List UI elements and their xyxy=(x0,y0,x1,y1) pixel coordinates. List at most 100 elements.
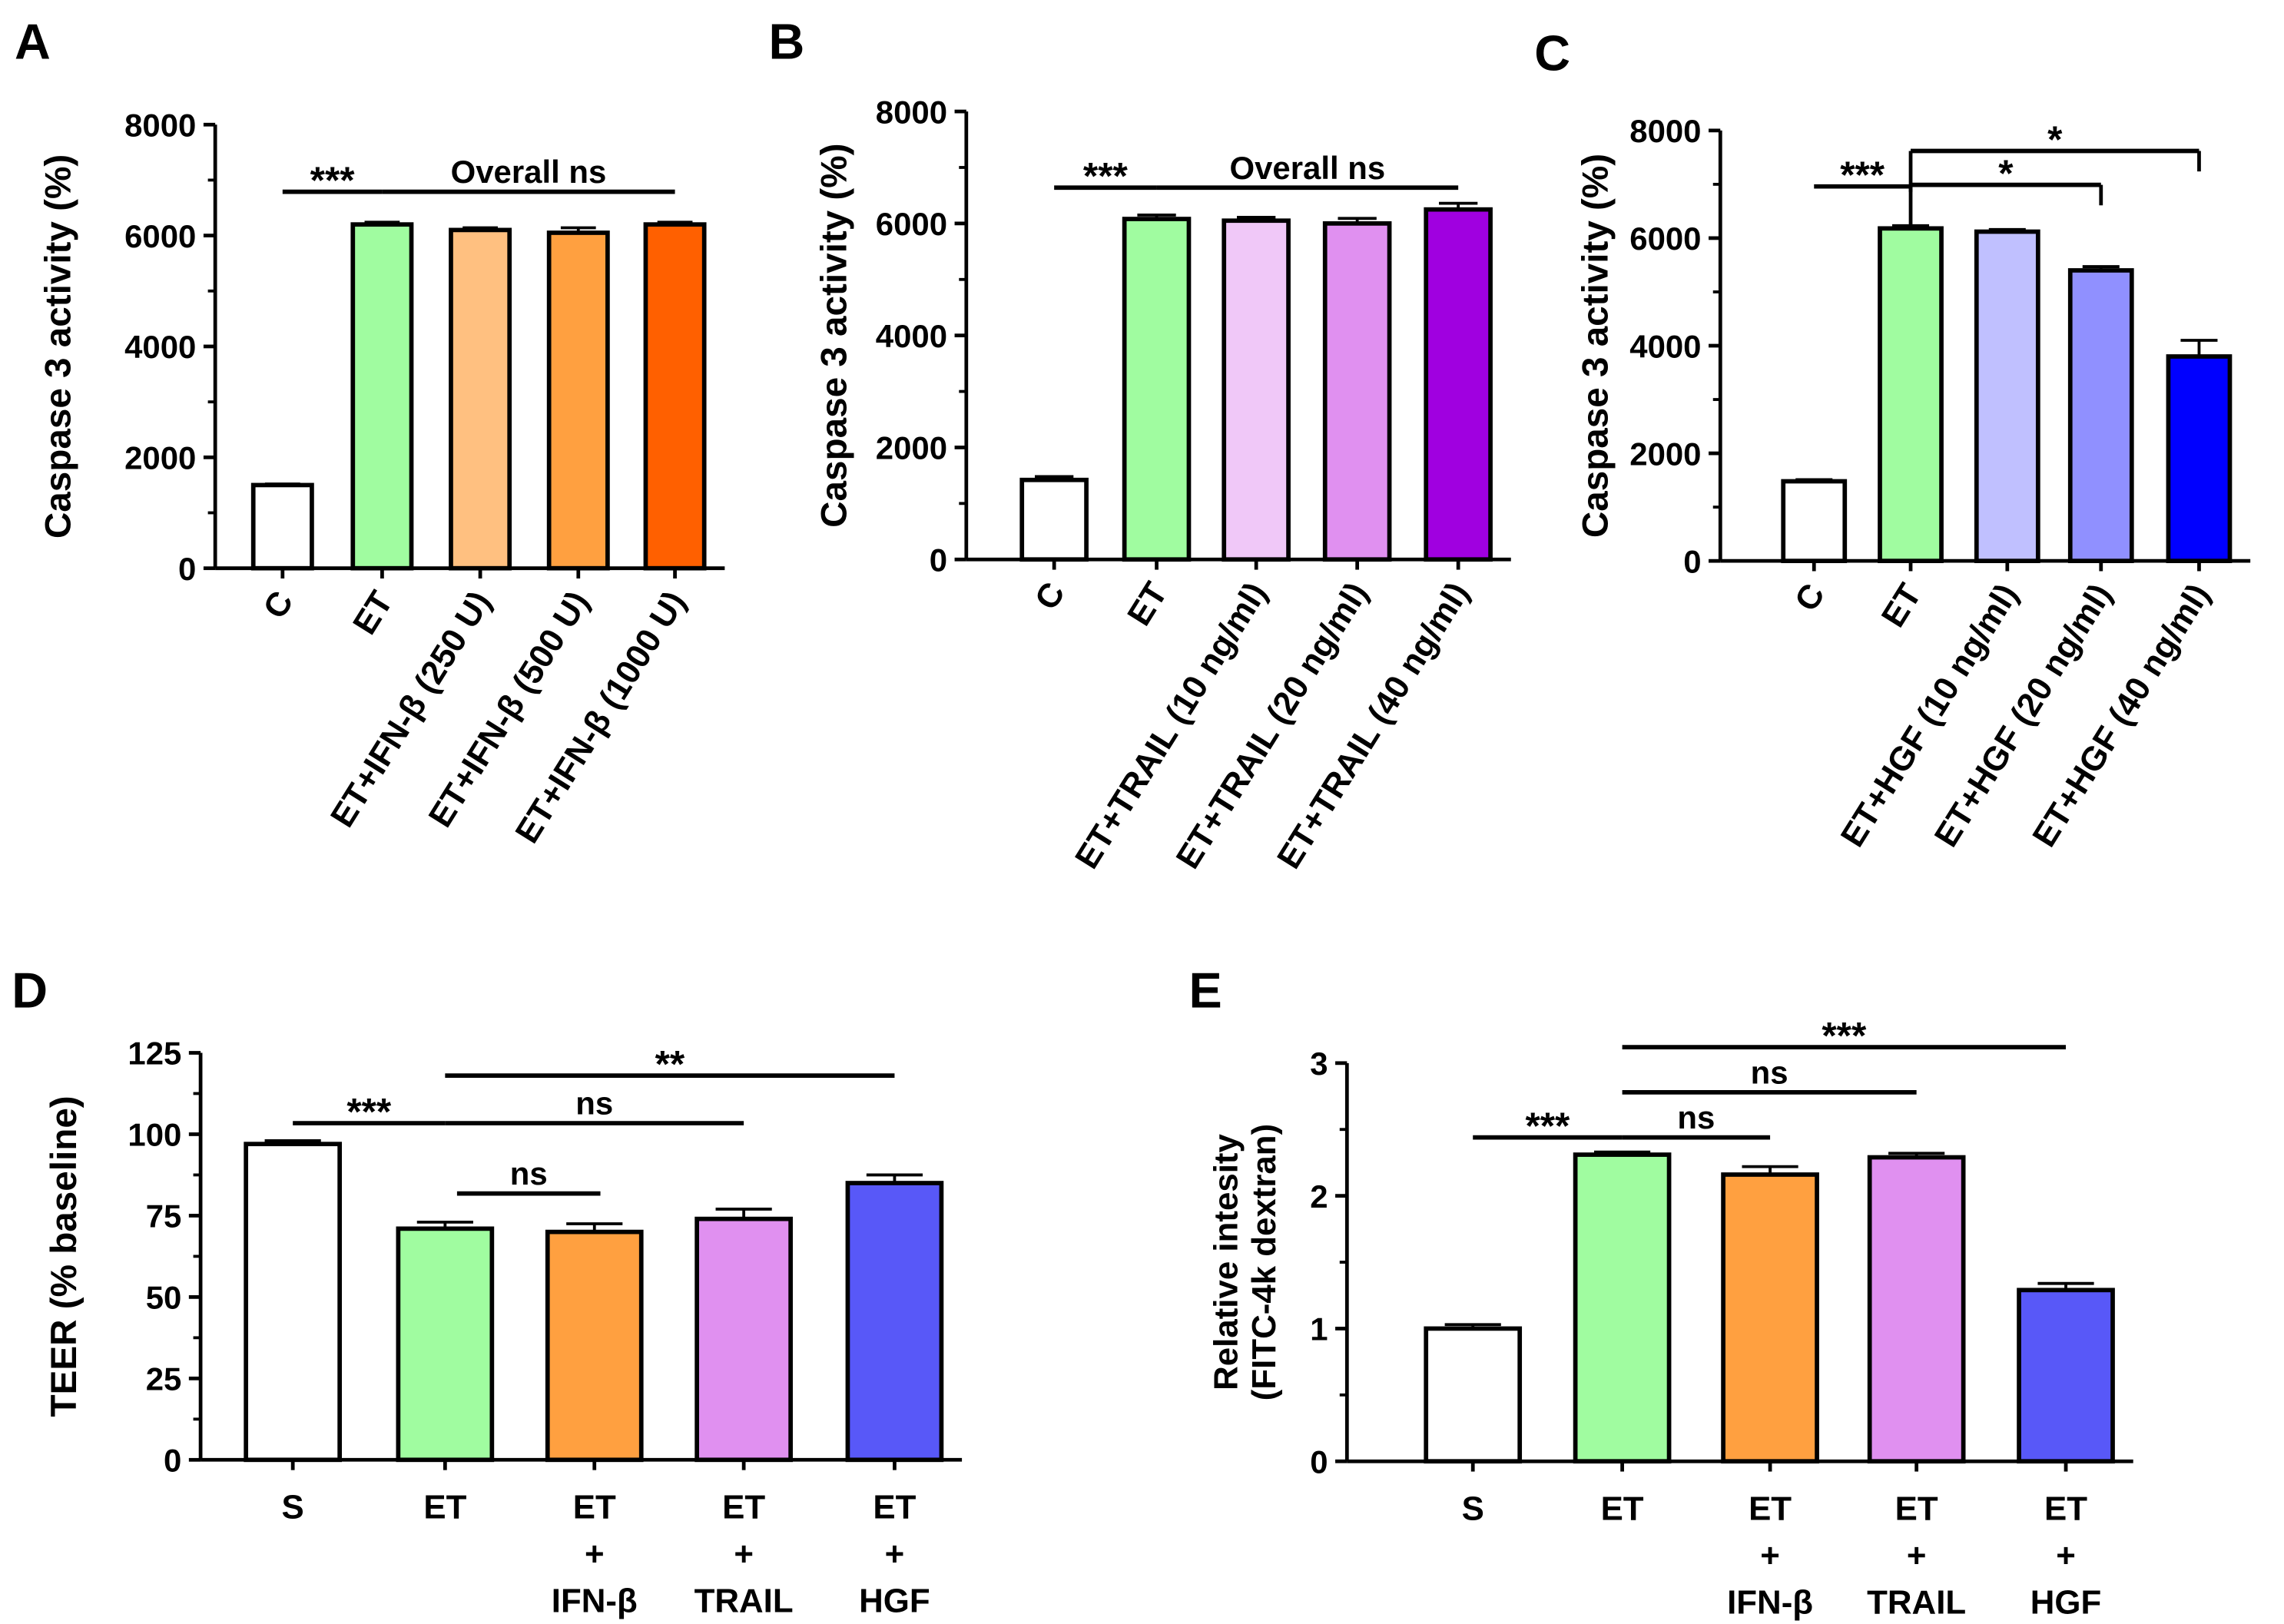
significance-label: Overall ns xyxy=(1230,150,1386,186)
panel-B: B 0 2000 4000 6000 8000 Caspase 3 activity (%)… xyxy=(769,13,1511,875)
significance-label: *** xyxy=(1840,154,1885,197)
y-tick-label: 2000 xyxy=(124,440,196,476)
x-tick-label: HGF xyxy=(859,1583,930,1620)
panel-label: D xyxy=(12,962,48,1018)
panel-A: A 0 2000 4000 6000 8000 Caspase 3 activity (%)… xyxy=(15,13,725,850)
panel-label: E xyxy=(1188,962,1222,1018)
x-tick-label: ET xyxy=(573,1489,616,1526)
y-tick-label: 2000 xyxy=(1629,436,1701,472)
significance-label: Overall ns xyxy=(451,154,607,190)
bar xyxy=(1867,1155,1966,1464)
bar xyxy=(1781,479,1848,564)
y-tick-label: 3 xyxy=(1310,1046,1328,1082)
x-tick-label: ET+HGF (40 ng/ml) xyxy=(2025,577,2217,853)
y-tick-label: 8000 xyxy=(124,107,196,143)
bar xyxy=(250,482,314,571)
bar xyxy=(1322,221,1392,562)
significance-label: * xyxy=(1998,152,2014,195)
y-tick-label: 0 xyxy=(1683,543,1701,579)
bar xyxy=(2017,1288,2115,1464)
y-tick-label: 1 xyxy=(1310,1311,1328,1347)
y-axis-label: Caspase 3 activity (%) xyxy=(38,154,78,539)
y-tick-label: 0 xyxy=(178,551,196,587)
y-tick-label: 25 xyxy=(146,1361,182,1397)
significance-label: *** xyxy=(1822,1014,1867,1057)
y-tick-label: 50 xyxy=(146,1280,182,1316)
bar xyxy=(1019,477,1089,562)
x-tick-label: HGF xyxy=(2030,1583,2102,1621)
x-tick-label: C xyxy=(1028,576,1072,617)
bar xyxy=(350,222,414,571)
significance-label: *** xyxy=(310,158,356,201)
y-tick-label: 6000 xyxy=(876,206,947,242)
x-tick-label: ET xyxy=(1749,1490,1792,1527)
x-tick-label: TRAIL xyxy=(1867,1583,1966,1621)
x-tick-label: ET+HGF (20 ng/ml) xyxy=(1928,577,2120,853)
x-tick-label: ET+TRAIL (40 ng/ml) xyxy=(1270,576,1477,876)
bar xyxy=(1721,1172,1819,1464)
panel-label: A xyxy=(15,13,51,69)
x-tick-label: ET+IFN-β (1000 U) xyxy=(508,585,693,850)
y-axis-label: Caspase 3 activity (%) xyxy=(814,144,855,528)
significance-label: ns xyxy=(575,1085,613,1122)
y-tick-label: 0 xyxy=(164,1443,181,1479)
y-tick-label: 75 xyxy=(146,1198,182,1235)
x-tick-label: ET xyxy=(423,1489,466,1526)
x-tick-label: ET xyxy=(1875,577,1929,634)
y-axis-label: Caspase 3 activity (%) xyxy=(1576,154,1616,538)
bar xyxy=(1974,229,2040,564)
y-axis-label: Relative intesity xyxy=(1207,1134,1245,1390)
bar xyxy=(545,1229,644,1463)
significance-label: * xyxy=(2047,118,2063,161)
x-tick-label: ET xyxy=(2044,1490,2087,1527)
y-axis-label-2: (FITC-4k dextran) xyxy=(1245,1124,1283,1400)
x-tick-label: ET xyxy=(873,1489,916,1526)
x-tick-label: IFN-β xyxy=(552,1583,638,1620)
y-tick-label: 125 xyxy=(128,1036,181,1072)
bar xyxy=(1573,1152,1672,1464)
x-tick-label: ET+TRAIL (20 ng/ml) xyxy=(1169,576,1375,876)
bar xyxy=(2166,354,2233,564)
x-tick-label: ET xyxy=(346,585,400,641)
y-tick-label: 4000 xyxy=(1629,328,1701,364)
y-tick-label: 6000 xyxy=(124,218,196,254)
x-tick-label: ET+TRAIL (10 ng/ml) xyxy=(1068,576,1275,876)
bar xyxy=(1878,226,1944,564)
bar xyxy=(396,1226,495,1463)
x-tick-label: + xyxy=(1907,1536,1927,1574)
y-tick-label: 4000 xyxy=(876,318,947,354)
x-tick-label: C xyxy=(256,585,300,625)
bar xyxy=(244,1142,342,1463)
x-tick-label: C xyxy=(1788,577,1832,618)
x-tick-label: + xyxy=(2056,1536,2076,1574)
bar xyxy=(2067,268,2134,564)
x-tick-label: + xyxy=(885,1536,905,1573)
x-tick-label: TRAIL xyxy=(694,1583,794,1620)
bar xyxy=(845,1181,944,1463)
x-tick-label: S xyxy=(1462,1490,1484,1527)
y-tick-label: 0 xyxy=(1310,1443,1328,1480)
x-tick-label: + xyxy=(1760,1536,1780,1574)
y-tick-label: 8000 xyxy=(876,94,947,130)
bar xyxy=(1222,218,1291,562)
x-tick-label: ET xyxy=(1895,1490,1938,1527)
panel-D: D 0 25 50 75 100 125 TEER (% baseline) S ET ET + IFN… xyxy=(12,962,963,1620)
x-tick-label: S xyxy=(282,1489,304,1526)
bar xyxy=(1424,1326,1523,1464)
panel-C: C 0 2000 4000 6000 8000 Caspase 3 activity (%)… xyxy=(1534,25,2251,853)
panel-label: C xyxy=(1534,25,1570,81)
y-tick-label: 6000 xyxy=(1629,220,1701,257)
y-tick-label: 2 xyxy=(1310,1178,1328,1215)
x-tick-label: ET xyxy=(1120,575,1175,632)
significance-label: ** xyxy=(655,1042,685,1085)
significance-label: *** xyxy=(1525,1105,1570,1148)
significance-label: ns xyxy=(1677,1099,1715,1135)
significance-label: *** xyxy=(1083,154,1129,197)
y-axis-label: TEER (% baseline) xyxy=(44,1095,85,1417)
bar xyxy=(546,230,610,571)
significance-label: ns xyxy=(510,1155,548,1191)
y-tick-label: 100 xyxy=(128,1117,181,1153)
y-tick-label: 2000 xyxy=(876,430,947,466)
y-tick-label: 4000 xyxy=(124,329,196,365)
